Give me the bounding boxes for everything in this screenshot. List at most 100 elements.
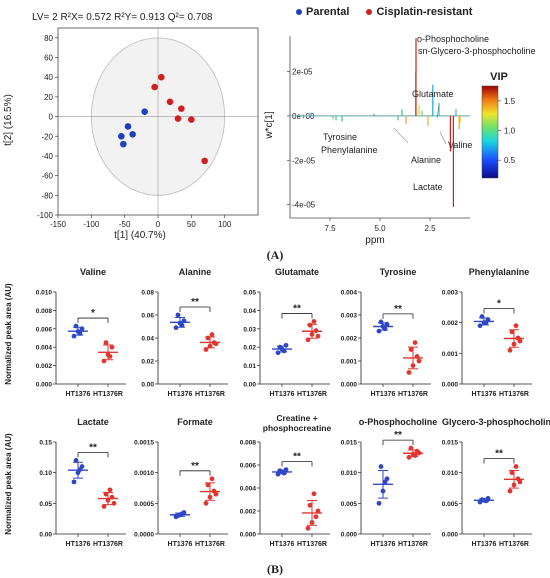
resistant-dot [412, 340, 418, 345]
resistant-dot [305, 525, 311, 531]
panel-xtick-label: HT1376R [93, 541, 123, 548]
y-axis-label-row1: Normalized peak area (AU) [4, 283, 13, 385]
panel-ytick-label: 0.00 [141, 382, 154, 389]
parental-point [129, 130, 136, 138]
scores-ytick-label: -80 [41, 191, 53, 200]
loadings-xtick-label: 2.5 [424, 224, 436, 233]
parental-dot [283, 342, 289, 348]
resistant-dot [410, 363, 416, 368]
scores-ytick-label: -20 [41, 132, 53, 141]
resistant-point [158, 73, 165, 81]
scores-ytick-label: -60 [41, 172, 53, 181]
colorbar-title: VIP [490, 71, 508, 83]
resistant-dot [311, 491, 317, 497]
resistant-point [151, 83, 158, 91]
scores-plot: LV= 2 R²X= 0.572 R²Y= 0.913 Q²= 0.708 80… [3, 12, 259, 241]
panel-ytick-label: 0.04 [243, 308, 256, 315]
resistant-dot [406, 454, 412, 460]
parental-dot [483, 498, 489, 504]
resistant-point [174, 115, 182, 122]
ann-leader-line-2 [436, 104, 440, 119]
parental-dot [275, 350, 281, 356]
resistant-dot [307, 322, 313, 328]
panel-ytick-label: 0.10 [39, 470, 52, 477]
parental-dot [479, 497, 485, 503]
panel-ytick-label: 0.001 [442, 351, 459, 358]
scores-ylabel: t[2] (16.5%) [3, 94, 14, 146]
scores-ytick-label: -40 [41, 152, 53, 161]
panel-ytick-label: 0.000 [442, 382, 459, 389]
panel-ytick-label: 0.003 [341, 313, 358, 320]
legend: Parental Cisplatin-resistant [296, 6, 472, 18]
panel-ytick-label: 0.05 [243, 290, 256, 297]
ann-leader-line-3 [439, 131, 447, 145]
panel-ytick-label: 0.002 [341, 336, 358, 343]
sig-stars: ** [495, 449, 503, 460]
parental-dot [281, 348, 287, 354]
resistant-dot [213, 341, 219, 347]
resistant-dot [203, 347, 209, 352]
resistant-dot [107, 487, 113, 493]
resistant-dot [315, 508, 321, 514]
parental-dot [175, 312, 181, 318]
parental-dot [277, 344, 283, 350]
legend-resistant-label: Cisplatin-resistant [376, 6, 473, 18]
parental-dot [77, 331, 83, 336]
resistant-dot [313, 514, 319, 520]
legend-parental-marker [296, 9, 302, 16]
parental-dot [477, 323, 483, 329]
panel-xtick-label: HT1376 [168, 391, 193, 398]
resistant-dot [103, 340, 109, 345]
resistant-dot [507, 488, 513, 494]
legend-parental-label: Parental [306, 6, 350, 18]
ann-glutamate: Glutamate [412, 89, 454, 99]
resistant-dot [209, 476, 215, 482]
panel-ytick-label: 0.010 [341, 470, 358, 477]
panel-ytick-label: 0.06 [141, 313, 154, 320]
resistant-dot [207, 343, 213, 349]
panel-ytick-label: 0.15 [39, 440, 52, 447]
ann-sn-glycero: sn-Glycero-3-phosphocholine [418, 46, 536, 56]
panel-ytick-label: 0.00 [39, 532, 52, 539]
panel-ytick-label: 0.03 [243, 326, 256, 333]
sig-stars: * [497, 299, 501, 310]
parental-dot [179, 322, 185, 328]
resistant-dot [315, 333, 321, 339]
resistant-dot [101, 358, 107, 364]
resistant-dot [205, 335, 211, 341]
panel-ytick-label: 0.003 [442, 290, 459, 297]
loadings-ytick-label: -2e-05 [292, 156, 316, 165]
panel-ytick-label: 0.0010 [134, 470, 154, 477]
panel-ytick-label: 0.0015 [134, 440, 154, 447]
panel-title: Glycero-3-phosphocholine [442, 417, 550, 427]
colorbar [481, 85, 499, 179]
resistant-dot [507, 347, 513, 353]
scores-ytick-label: 40 [44, 73, 53, 82]
panel-title: Glutamate [275, 267, 319, 277]
parental-dot [71, 479, 77, 485]
resistant-dot [511, 341, 517, 347]
sig-stars: ** [293, 303, 301, 314]
panel-ytick-label: 0.001 [341, 359, 358, 366]
scores-xtick-label: -100 [83, 220, 100, 229]
resistant-dot [205, 482, 211, 488]
parental-dot [380, 488, 386, 494]
parental-dot [382, 479, 388, 485]
parental-dot [483, 320, 489, 326]
resistant-dot [309, 520, 315, 525]
scores-ytick-label: 60 [44, 54, 53, 63]
panel-ytick-label: 0.04 [141, 336, 154, 343]
panel-xtick-label: HT1376R [297, 541, 327, 548]
resistant-dot [517, 338, 523, 344]
parental-dot [376, 328, 382, 334]
resistant-dot [305, 337, 311, 343]
panel-xtick-label: HT1376 [270, 541, 295, 548]
resistant-dot [414, 354, 420, 359]
panel-ytick-label: 0.005 [442, 501, 459, 508]
scores-xlabel: t[1] (40.7%) [114, 230, 166, 241]
scores-stats: LV= 2 R²X= 0.572 R²Y= 0.913 Q²= 0.708 [32, 12, 213, 23]
panel-ytick-label: 0.000 [36, 382, 53, 389]
panel-ytick-label: 0.008 [240, 440, 257, 447]
panel-ytick-label: 0.02 [243, 345, 256, 352]
